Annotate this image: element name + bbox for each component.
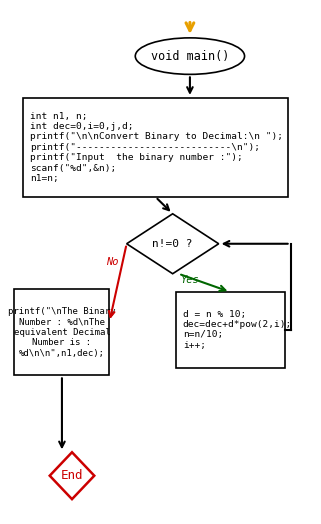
Text: No: No [107,257,119,267]
Text: End: End [61,469,83,482]
Bar [176,292,285,367]
Text: Yes: Yes [180,275,199,285]
Bar [14,289,109,375]
Text: n!=0 ?: n!=0 ? [152,239,193,249]
Text: d = n % 10;
dec=dec+d*pow(2,i);
n=n/10;
i++;: d = n % 10; dec=dec+d*pow(2,i); n=n/10; … [183,310,292,350]
Polygon shape [50,452,94,499]
Text: void main(): void main() [151,50,229,62]
Text: printf("\nThe Binary
Number : %d\nThe
equivalent Decimal
Number is :
%d\n\n",n1,: printf("\nThe Binary Number : %d\nThe eq… [8,307,116,358]
Text: int n1, n;
int dec=0,i=0,j,d;
printf("\n\nConvert Binary to Decimal:\n ");
print: int n1, n; int dec=0,i=0,j,d; printf("\n… [30,112,283,183]
Ellipse shape [135,38,245,74]
Bar [23,98,288,197]
Polygon shape [127,214,219,274]
